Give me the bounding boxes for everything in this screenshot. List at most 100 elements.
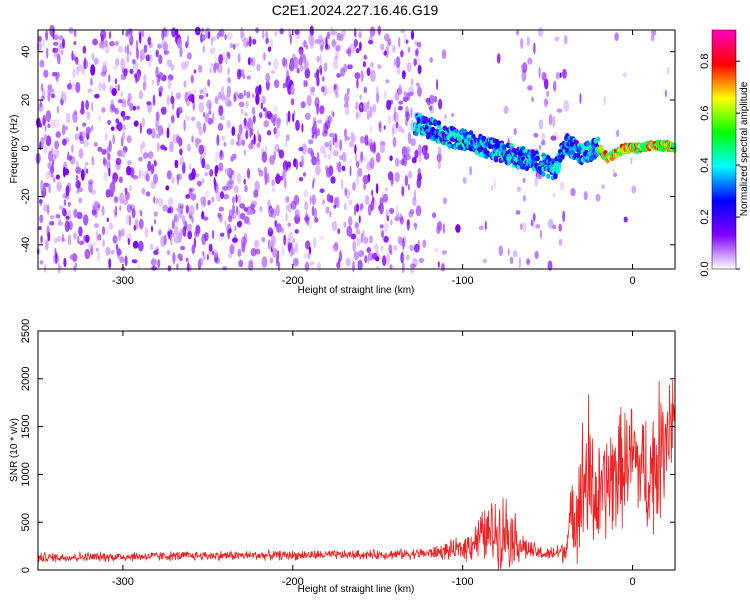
heatmap-cell: [113, 208, 118, 214]
heatmap-cell: [284, 139, 288, 148]
heatmap-cell: [227, 229, 231, 240]
heatmap-cell: [556, 108, 563, 113]
heatmap-cell: [178, 137, 183, 147]
heatmap-cell: [205, 112, 210, 123]
heatmap-cell: [490, 184, 494, 192]
heatmap-cell: [410, 78, 414, 86]
heatmap-cell: [326, 89, 332, 95]
colorbar-tick-label: 0.8: [699, 54, 711, 69]
heatmap-cell: [323, 151, 328, 159]
heatmap-cell: [329, 195, 334, 204]
heatmap-cell: [117, 99, 123, 104]
heatmap-cell: [397, 125, 403, 133]
heatmap-cell: [250, 203, 255, 210]
heatmap-cell: [290, 98, 295, 106]
heatmap-cell: [583, 191, 588, 201]
heatmap-x-axis-label: Height of straight line (km): [298, 285, 415, 296]
heatmap-cell: [380, 43, 385, 51]
heatmap-cell: [248, 260, 254, 272]
heatmap-cell: [612, 168, 615, 173]
heatmap-cell: [294, 242, 299, 253]
heatmap-cell: [286, 117, 289, 126]
colorbar-tick-label: 0.0: [699, 261, 711, 276]
heatmap-cell: [185, 204, 189, 214]
heatmap-cell: [155, 248, 159, 256]
heatmap-cell: [84, 165, 87, 176]
heatmap-cell: [286, 161, 292, 168]
heatmap-cell: [42, 118, 46, 127]
heatmap-cells: [35, 24, 677, 274]
heatmap-cell: [93, 142, 98, 147]
heatmap-cell: [288, 62, 295, 72]
heatmap-cell: [220, 191, 224, 200]
heatmap-cell: [354, 222, 360, 229]
heatmap-cell: [364, 255, 368, 263]
heatmap-cell: [260, 102, 263, 110]
heatmap-cell: [126, 160, 132, 166]
heatmap-cell: [410, 107, 413, 118]
heatmap-cell: [407, 183, 410, 191]
heatmap-cell: [231, 126, 236, 137]
heatmap-cell: [414, 149, 419, 159]
heatmap-cell: [530, 149, 535, 155]
heatmap-cell: [383, 125, 386, 130]
heatmap-cell: [273, 79, 280, 88]
heatmap-cell: [358, 31, 362, 39]
heatmap-cell: [235, 141, 240, 146]
heatmap-cell: [103, 171, 108, 183]
heatmap-cell: [332, 150, 339, 157]
heatmap-cell: [127, 237, 130, 246]
heatmap-cell: [137, 240, 144, 252]
heatmap-cell: [252, 93, 255, 98]
heatmap-cell: [151, 225, 153, 233]
heatmap-cell: [298, 49, 303, 56]
heatmap-cell: [116, 121, 123, 132]
heatmap-cell: [109, 41, 115, 47]
heatmap-cell: [416, 127, 421, 133]
heatmap-cell: [180, 245, 186, 251]
heatmap-cell: [58, 218, 62, 223]
snr-y-axis-label: SNR (10 * v/v): [9, 418, 20, 482]
heatmap-cell: [108, 258, 112, 269]
heatmap-cell: [151, 266, 157, 271]
heatmap-cell: [407, 46, 411, 53]
heatmap-cell: [191, 215, 194, 224]
heatmap-cell: [546, 173, 551, 179]
heatmap-cell: [226, 32, 233, 40]
heatmap-cell: [195, 224, 200, 236]
heatmap-cell: [101, 226, 106, 236]
heatmap-cell: [337, 161, 342, 173]
heatmap-cell: [151, 163, 155, 175]
heatmap-cell: [281, 228, 284, 233]
heatmap-cell: [298, 177, 304, 182]
heatmap-cell: [496, 53, 501, 64]
heatmap-cell: [51, 147, 54, 154]
heatmap-cell: [120, 150, 126, 158]
heatmap-cell: [203, 122, 207, 133]
heatmap-cell: [38, 199, 43, 204]
heatmap-cell: [221, 93, 226, 102]
y-tick-label: -40: [20, 237, 32, 253]
heatmap-cell: [263, 166, 268, 175]
heatmap-cell: [314, 97, 320, 108]
heatmap-cell: [267, 239, 271, 250]
heatmap-cell: [361, 203, 364, 210]
heatmap-cell: [437, 261, 440, 268]
heatmap-cell: [563, 100, 570, 112]
heatmap-cell: [353, 251, 360, 261]
heatmap-cell: [113, 211, 118, 219]
heatmap-cell: [195, 225, 198, 236]
heatmap-cell: [92, 200, 99, 212]
heatmap-cell: [385, 46, 389, 59]
heatmap-cell: [226, 119, 232, 129]
heatmap-cell: [90, 64, 96, 76]
heatmap-cell: [362, 60, 366, 68]
heatmap-cell: [191, 135, 194, 143]
heatmap-cell: [102, 156, 106, 166]
heatmap-cell: [326, 31, 331, 40]
heatmap-cell: [303, 79, 306, 88]
heatmap-cell: [222, 266, 228, 271]
heatmap-cell: [72, 68, 76, 79]
heatmap-cell: [59, 265, 63, 271]
heatmap-cell: [166, 127, 170, 139]
